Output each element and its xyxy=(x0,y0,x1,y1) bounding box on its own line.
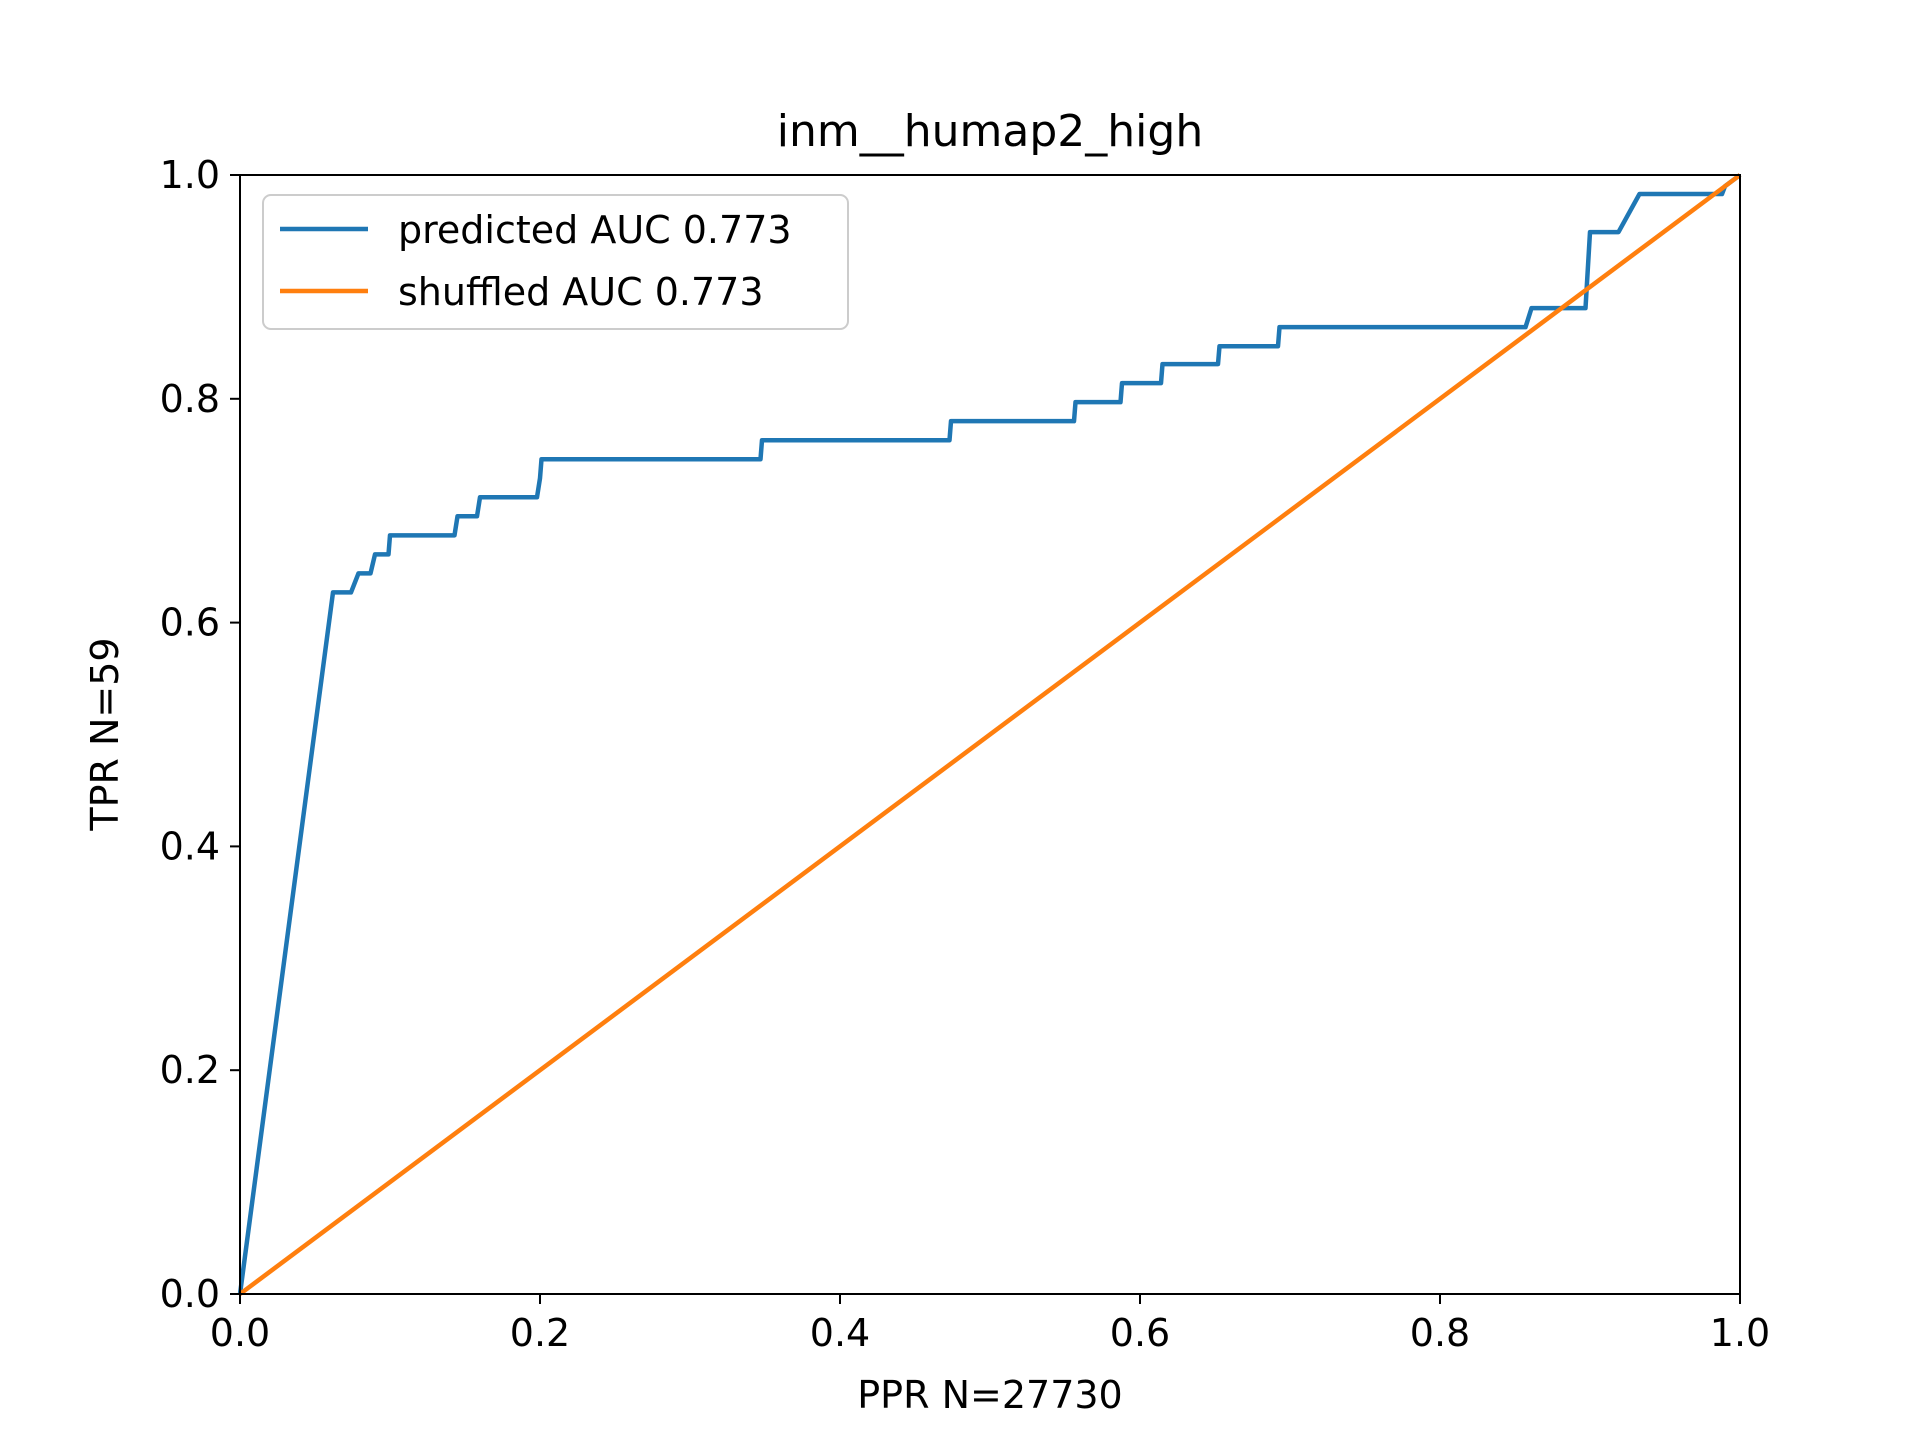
plot-frame xyxy=(239,174,1741,1295)
series-line-shuffled xyxy=(238,173,1742,1296)
legend-label-predicted: predicted AUC 0.773 xyxy=(398,208,792,252)
y-tick-label: 0.2 xyxy=(160,1048,220,1092)
y-axis: 0.0 0.2 0.4 0.6 0.8 1.0 xyxy=(160,153,240,1316)
series-layer xyxy=(237,173,1742,1296)
y-axis-label: TPR N=59 xyxy=(83,637,127,831)
x-tick-label: 0.4 xyxy=(810,1311,870,1355)
y-tick-label: 0.8 xyxy=(160,377,220,421)
x-axis-label: PPR N=27730 xyxy=(857,1373,1122,1417)
x-tick-label: 0.2 xyxy=(510,1311,570,1355)
legend: predicted AUC 0.773 shuffled AUC 0.773 xyxy=(262,194,849,330)
x-tick-label: 0.0 xyxy=(210,1311,270,1355)
y-tick-label: 1.0 xyxy=(160,153,220,197)
x-tick-label: 0.8 xyxy=(1410,1311,1470,1355)
x-tick-label: 1.0 xyxy=(1710,1311,1770,1355)
y-tick-label: 0.4 xyxy=(160,824,220,868)
x-tick-label: 0.6 xyxy=(1110,1311,1170,1355)
legend-label-shuffled: shuffled AUC 0.773 xyxy=(398,270,764,314)
legend-box xyxy=(262,194,849,330)
y-tick-label: 0.6 xyxy=(160,601,220,645)
series-line-predicted xyxy=(237,173,1742,1295)
x-axis: 0.0 0.2 0.4 0.6 0.8 1.0 xyxy=(210,1294,1770,1355)
y-tick-label: 0.0 xyxy=(160,1272,220,1316)
chart-title: inm__humap2_high xyxy=(777,106,1203,157)
